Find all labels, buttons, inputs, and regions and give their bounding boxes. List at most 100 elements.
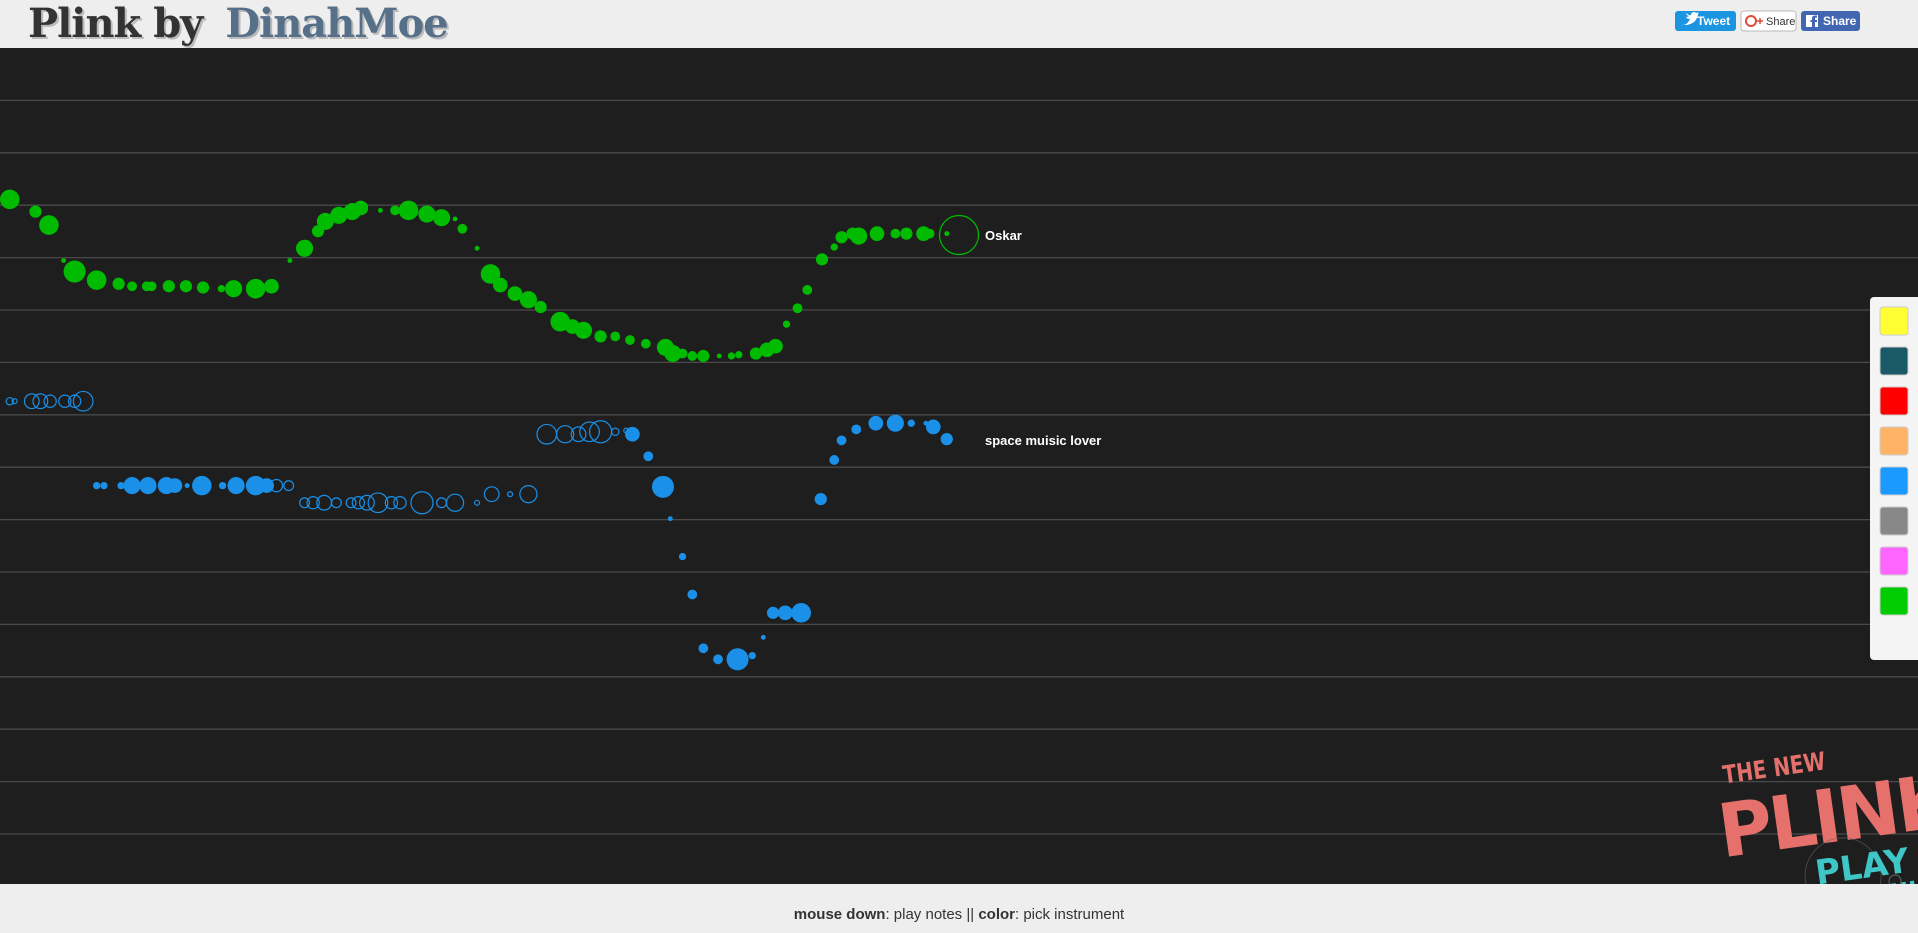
note-dot [92, 481, 101, 490]
header-bar [0, 0, 1918, 48]
note-dot [768, 338, 783, 354]
note-dot [245, 278, 266, 299]
instrument-swatch[interactable] [1879, 586, 1909, 616]
note-dot [900, 227, 913, 240]
help-text: : pick instrument [1015, 906, 1125, 923]
note-dot [678, 552, 687, 561]
note-dot [716, 353, 722, 359]
note-dot [748, 651, 756, 660]
help-key: mouse down [794, 906, 886, 923]
note-dot [306, 496, 320, 510]
title-part: Plink by [28, 0, 205, 47]
note-dot [269, 478, 284, 493]
note-dot [146, 281, 157, 292]
note-dot [507, 491, 514, 498]
note-dot [433, 209, 451, 227]
note-dot [802, 285, 813, 295]
note-dot [735, 351, 743, 359]
instrument-swatch[interactable] [1879, 386, 1909, 416]
note-dot [58, 394, 72, 408]
note-dot [39, 215, 59, 235]
note-dot [944, 231, 950, 237]
tweet-button[interactable]: Tweet [1675, 11, 1736, 31]
play-canvas[interactable] [0, 48, 1918, 884]
note-dot [886, 414, 904, 432]
twitter-icon [1681, 12, 1699, 26]
note-dot [196, 281, 210, 294]
note-dot [726, 648, 749, 671]
note-dot [677, 348, 688, 359]
note-dot [259, 478, 274, 493]
note-dot [167, 478, 183, 493]
note-dot [610, 331, 621, 342]
instrument-swatch[interactable] [1879, 506, 1909, 536]
note-dot [829, 455, 840, 465]
site-title[interactable]: Plink by DinahMoe [28, 0, 449, 47]
note-dot [0, 189, 20, 210]
note-dot [625, 335, 635, 345]
note-dot [555, 425, 575, 444]
note-dot [299, 497, 311, 509]
note-dot [264, 278, 279, 294]
gplus-icon [1745, 15, 1757, 27]
note-dot [32, 393, 49, 410]
instrument-swatch[interactable] [1879, 306, 1909, 336]
note-dot [766, 606, 780, 619]
cursor-ring [938, 214, 980, 256]
note-dot [643, 451, 654, 462]
help-key: color [978, 906, 1015, 923]
button-label: Tweet [1697, 14, 1730, 28]
title-part: DinahMoe [225, 0, 447, 47]
note-dot [287, 258, 293, 263]
player-name: Oskar [985, 228, 1022, 243]
note-dot [23, 393, 40, 410]
note-dot [836, 435, 847, 446]
note-dot [29, 205, 42, 218]
gplus-button[interactable]: Share [1740, 10, 1797, 32]
facebook-icon [1810, 15, 1817, 27]
note-dot [445, 493, 465, 512]
note-dot [713, 654, 723, 665]
note-dot [61, 258, 67, 263]
note-dot [184, 483, 190, 489]
instrument-swatch[interactable] [1879, 466, 1909, 496]
facebook-button[interactable]: Share [1801, 11, 1860, 31]
instrument-swatch[interactable] [1879, 346, 1909, 376]
instrument-swatch[interactable] [1879, 426, 1909, 456]
note-dot [345, 497, 357, 509]
instrument-swatch[interactable] [1879, 546, 1909, 576]
note-dot [359, 494, 375, 511]
note-dot [534, 300, 547, 314]
note-dot [868, 415, 884, 431]
note-dot [139, 477, 157, 495]
note-dot [351, 496, 366, 510]
note-dot [100, 481, 108, 490]
help-text: : play notes || [885, 906, 974, 923]
note-dot [574, 321, 593, 339]
note-dot [519, 291, 537, 309]
note-dot [72, 390, 94, 412]
note-dot [792, 303, 803, 314]
note-dot [296, 239, 314, 257]
note-dot [162, 280, 175, 293]
gplus-icon [1757, 18, 1763, 24]
note-dot [727, 352, 736, 360]
note-dot [179, 280, 193, 293]
note-dot [245, 475, 266, 496]
note-dot [410, 491, 434, 515]
note-dot [123, 477, 141, 495]
note-dot [507, 286, 523, 301]
note-dot [851, 424, 862, 435]
note-dot [112, 277, 125, 290]
note-dot [398, 200, 419, 221]
note-dot [925, 419, 941, 435]
note-dot [651, 475, 674, 498]
note-dot [697, 349, 710, 363]
note-dot [384, 496, 399, 510]
note-dot [623, 427, 630, 434]
button-label: Share [1823, 14, 1857, 28]
note-dot [687, 351, 698, 361]
note-dot [192, 475, 212, 496]
